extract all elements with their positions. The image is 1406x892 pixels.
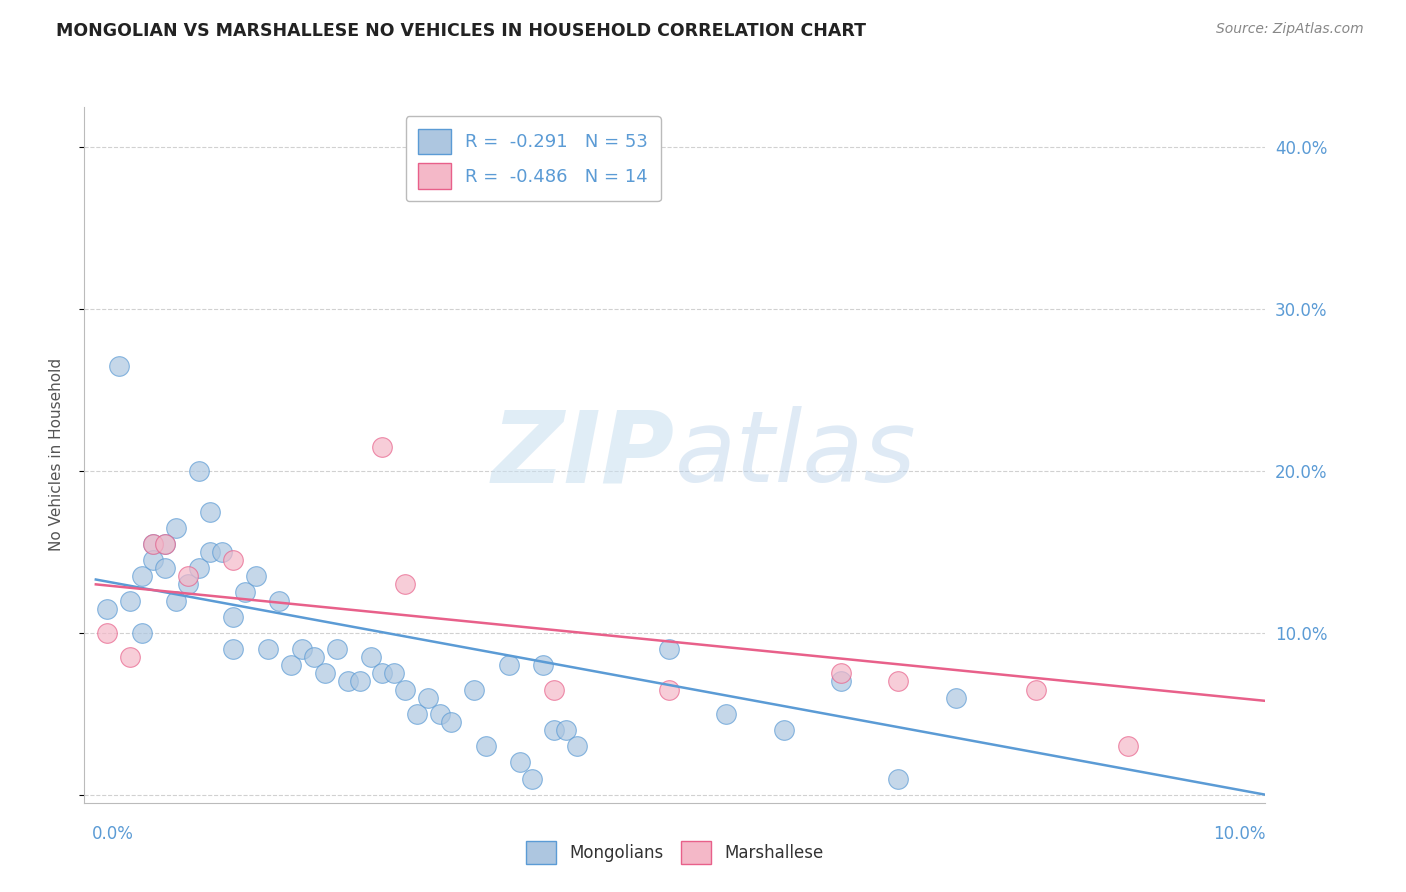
Point xyxy=(567,739,589,754)
Point xyxy=(153,561,176,575)
Point xyxy=(165,521,187,535)
Point xyxy=(176,577,198,591)
Legend: Mongolians, Marshallese: Mongolians, Marshallese xyxy=(516,830,834,874)
Point xyxy=(474,739,496,754)
Point xyxy=(543,682,565,697)
Point xyxy=(555,723,578,737)
Point xyxy=(245,569,267,583)
Point xyxy=(302,650,325,665)
Point xyxy=(142,553,165,567)
Point xyxy=(337,674,360,689)
Point xyxy=(382,666,405,681)
Point xyxy=(200,504,222,518)
Point xyxy=(498,658,520,673)
Point xyxy=(349,674,371,689)
Text: 0.0%: 0.0% xyxy=(91,825,134,843)
Point xyxy=(418,690,440,705)
Point xyxy=(269,593,291,607)
Text: MONGOLIAN VS MARSHALLESE NO VEHICLES IN HOUSEHOLD CORRELATION CHART: MONGOLIAN VS MARSHALLESE NO VEHICLES IN … xyxy=(56,22,866,40)
Point xyxy=(1116,739,1139,754)
Point xyxy=(509,756,531,770)
Point xyxy=(188,464,211,478)
Point xyxy=(658,682,681,697)
Point xyxy=(463,682,485,697)
Point xyxy=(830,674,852,689)
Point xyxy=(96,601,118,615)
Point xyxy=(165,593,187,607)
Point xyxy=(394,682,416,697)
Point xyxy=(291,642,314,657)
Point xyxy=(176,569,198,583)
Point xyxy=(200,545,222,559)
Text: ZIP: ZIP xyxy=(492,407,675,503)
Point xyxy=(131,626,153,640)
Point xyxy=(531,658,554,673)
Point xyxy=(394,577,416,591)
Point xyxy=(222,553,245,567)
Point xyxy=(120,650,142,665)
Point xyxy=(222,642,245,657)
Point xyxy=(142,537,165,551)
Point xyxy=(360,650,382,665)
Point xyxy=(211,545,233,559)
Point xyxy=(716,706,738,721)
Text: 10.0%: 10.0% xyxy=(1213,825,1265,843)
Point xyxy=(429,706,451,721)
Point xyxy=(887,674,910,689)
Point xyxy=(406,706,429,721)
Point xyxy=(280,658,302,673)
Point xyxy=(188,561,211,575)
Point xyxy=(543,723,565,737)
Point xyxy=(222,609,245,624)
Point xyxy=(371,440,394,454)
Point xyxy=(520,772,543,786)
Point xyxy=(658,642,681,657)
Point xyxy=(131,569,153,583)
Point xyxy=(233,585,256,599)
Point xyxy=(107,359,129,373)
Point xyxy=(1025,682,1047,697)
Point xyxy=(256,642,278,657)
Point xyxy=(440,714,463,729)
Point xyxy=(371,666,394,681)
Text: atlas: atlas xyxy=(675,407,917,503)
Point xyxy=(772,723,794,737)
Point xyxy=(153,537,176,551)
Point xyxy=(314,666,336,681)
Point xyxy=(120,593,142,607)
Point xyxy=(887,772,910,786)
Text: Source: ZipAtlas.com: Source: ZipAtlas.com xyxy=(1216,22,1364,37)
Point xyxy=(945,690,967,705)
Point xyxy=(96,626,118,640)
Point xyxy=(153,537,176,551)
Point xyxy=(325,642,347,657)
Y-axis label: No Vehicles in Household: No Vehicles in Household xyxy=(49,359,63,551)
Point xyxy=(830,666,852,681)
Point xyxy=(142,537,165,551)
